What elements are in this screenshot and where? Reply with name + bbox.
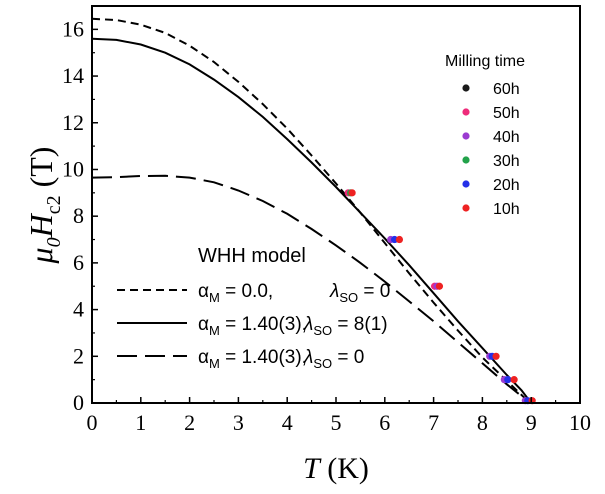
lines-legend-title: WHH model [198,245,306,267]
legend-marker-40h [462,132,470,140]
legend-text: αM = 1.40(3), [198,314,307,338]
data-point-10h [492,352,500,360]
x-tick-label: 4 [282,410,293,435]
legend-text-lambda: λSO = 0 [303,347,364,371]
legend-marker-60h [462,84,470,92]
x-tick-label: 0 [87,410,98,435]
points-legend-title: Milling time [445,53,525,70]
y-tick-label: 12 [62,110,84,135]
x-tick-label: 9 [526,410,537,435]
legend-marker-30h [462,156,470,164]
y-tick-label: 14 [62,63,84,88]
legend-label-30h: 30h [493,153,520,170]
x-tick-label: 2 [184,410,195,435]
x-tick-label: 7 [428,410,439,435]
x-tick-label: 5 [331,410,342,435]
y-tick-labels: 0 2 4 6 8 10 12 14 16 [62,16,84,415]
curve-short-dash [91,17,530,404]
y-tick-label: 0 [73,390,84,415]
data-points [344,189,536,405]
legend-label-50h: 50h [493,105,520,122]
axis-ticks [91,5,581,404]
legend-marker-20h [462,180,470,188]
y-tick-label: 6 [73,250,84,275]
x-tick-label: 10 [569,410,591,435]
legend-text: αM = 1.40(3), [198,347,307,371]
curves [91,17,532,404]
y-axis-label: μ0Hc2 (T) [23,147,65,265]
legend-marker-10h [462,204,470,212]
y-tick-label: 16 [62,16,84,41]
y-tick-label: 10 [62,156,84,181]
points-legend: Milling time 60h 50h 40h 30h 20h 10h [445,53,525,218]
legend-label-40h: 40h [493,129,520,146]
legend-text-lambda: λSO = 8(1) [303,314,388,338]
y-tick-label: 8 [73,203,84,228]
curve-solid [91,37,532,404]
x-tick-label: 3 [233,410,244,435]
data-point-10h [348,189,356,197]
data-point-10h [395,235,404,244]
x-axis-label: T (K) [303,452,369,485]
lines-legend: WHH model αM = 0.0, λSO = 0αM = 1.40(3),λ… [117,245,390,371]
legend-text-lambda: λSO = 0 [329,281,390,305]
y-tick-label: 4 [73,297,84,322]
data-point-10h [435,282,444,290]
legend-label-20h: 20h [493,177,520,194]
legend-text: αM = 0.0, [198,281,273,305]
x-tick-label: 8 [477,410,488,435]
x-tick-labels: 0 1 2 3 4 5 6 7 8 9 10 [87,410,592,435]
legend-label-60h: 60h [493,81,520,98]
legend-label-10h: 10h [493,201,520,218]
data-point-20h [504,376,512,384]
y-tick-label: 2 [73,343,84,368]
x-tick-label: 6 [379,410,390,435]
data-point-10h [510,376,518,384]
x-tick-label: 1 [135,410,146,435]
legend-marker-50h [462,108,470,116]
